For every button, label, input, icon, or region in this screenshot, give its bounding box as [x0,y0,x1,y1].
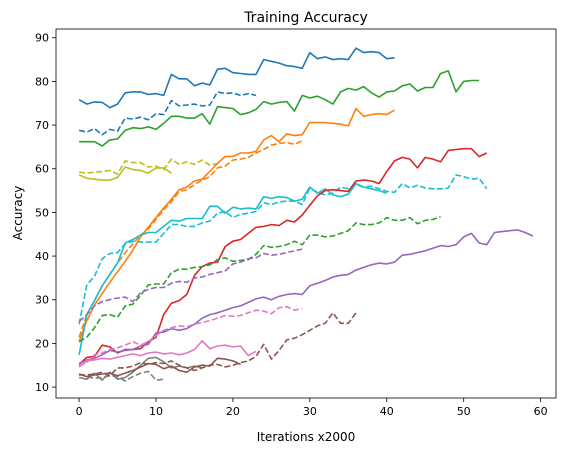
series-line-2 [79,70,480,147]
x-tick-label: 30 [303,405,317,418]
series-line-10 [78,216,441,343]
y-tick-label: 20 [35,337,49,350]
y-tick-label: 80 [35,75,49,88]
series-layer [78,47,534,382]
chart-title: Training Accuracy [243,10,368,26]
y-tick-label: 30 [35,294,49,307]
y-tick-label: 90 [35,32,49,45]
x-axis-ticks: 0 10 20 30 40 50 60 [76,398,548,418]
y-axis-label: Accuracy [11,186,25,241]
series-line-16 [78,370,164,382]
x-tick-label: 0 [76,405,83,418]
x-axis-label: Iterations x2000 [257,430,356,444]
series-line-11 [78,248,303,323]
x-tick-label: 10 [149,405,163,418]
series-line-9 [78,147,488,365]
series-line-4 [79,158,218,175]
series-line-12 [78,229,534,365]
x-tick-label: 40 [380,405,394,418]
plot-frame [55,28,557,399]
series-line-8 [78,174,488,325]
x-tick-label: 60 [534,405,548,418]
series-line-13 [78,305,303,367]
y-tick-label: 40 [35,250,49,263]
y-tick-label: 50 [35,206,49,219]
y-tick-label: 70 [35,119,49,132]
series-line-14 [78,339,257,368]
series-line-1 [78,91,257,136]
x-tick-label: 20 [226,405,240,418]
y-tick-label: 10 [35,381,49,394]
x-tick-label: 50 [457,405,471,418]
series-line-18 [79,311,357,377]
series-line-0 [78,47,395,109]
y-axis-ticks: 10 20 30 40 50 60 70 80 90 [35,32,56,394]
series-line-3 [78,166,172,181]
series-line-5 [78,107,395,342]
series-line-7 [78,182,388,355]
y-tick-label: 60 [35,163,49,176]
